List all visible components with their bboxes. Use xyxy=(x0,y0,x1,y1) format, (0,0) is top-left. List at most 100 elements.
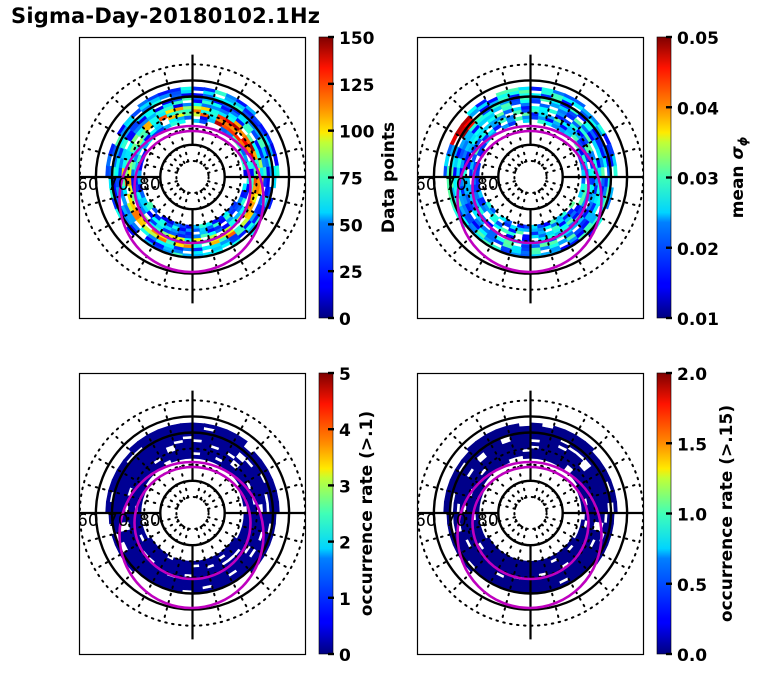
latitude-label: 80 xyxy=(477,511,499,531)
colorbar xyxy=(318,372,334,655)
axes-frame xyxy=(416,36,645,320)
colorbar-tick-label: 0.02 xyxy=(677,240,719,260)
colorbar-tick-label: 3 xyxy=(339,477,351,497)
auroral-oval-equatorward xyxy=(456,460,603,610)
colorbar-tick-label: 0 xyxy=(339,310,351,330)
heatmap-bin xyxy=(192,566,201,572)
colorbar-label: mean σϕ xyxy=(728,136,750,218)
colorbar-tick-label: 125 xyxy=(339,76,375,96)
auroral-oval-poleward xyxy=(133,129,252,245)
colorbar-tick-label: 0.01 xyxy=(677,310,719,330)
latitude-label: 60 xyxy=(415,175,437,195)
colorbar-tick-label: 0.04 xyxy=(677,99,719,119)
grid-dotted-circle xyxy=(513,159,548,195)
colorbar-tick-label: 0.5 xyxy=(677,576,707,596)
colorbar-label-text: mean xyxy=(728,160,748,219)
heatmap-bin xyxy=(530,86,543,92)
latitude-label: 60 xyxy=(415,511,437,531)
heatmap-bin xyxy=(192,86,205,92)
heatmap-bin xyxy=(613,165,618,178)
heatmap-bin xyxy=(273,154,280,167)
latitude-label: 80 xyxy=(139,175,161,195)
axes-content: 60 70 80 xyxy=(415,54,643,304)
latitude-label: 80 xyxy=(139,511,161,531)
latitude-label: 60 xyxy=(77,511,99,531)
colorbar-tick-label: 150 xyxy=(339,29,375,49)
auroral-oval-equatorward xyxy=(456,124,603,274)
grid-dotted-circle xyxy=(175,495,210,531)
heatmap-bin xyxy=(530,441,541,447)
latitude-label: 70 xyxy=(445,511,467,531)
grid-solid-circle xyxy=(497,143,564,211)
colorbar-tick-label: 1 xyxy=(339,590,351,610)
heatmap-bin xyxy=(184,454,193,460)
heatmap-bin xyxy=(568,200,576,209)
latitude-label: 70 xyxy=(107,511,129,531)
axes-content: 60 70 80 xyxy=(415,390,643,640)
heatmap-bin xyxy=(522,454,531,460)
heatmap-bin xyxy=(214,89,228,98)
heatmap-bin xyxy=(530,435,541,440)
colorbar-tick-label: 0.03 xyxy=(677,170,719,190)
latitude-label: 60 xyxy=(77,175,99,195)
colorbar-label-sigma: σ xyxy=(728,146,748,160)
heatmap-bin xyxy=(203,423,217,430)
grid-solid-circle xyxy=(159,479,226,547)
heatmap-bin xyxy=(120,194,128,206)
heatmap-bin xyxy=(105,154,112,167)
panel-mean-sigma-phi: 60 70 80 0.01 0.02 0.03 0.04 0.05 mean σϕ xyxy=(415,29,750,330)
heatmap-bin xyxy=(530,454,539,460)
heatmap-bin xyxy=(184,115,193,120)
colorbar-tick-label: 2 xyxy=(339,534,351,554)
heatmap-bin xyxy=(192,234,201,239)
grid-dotted-circle xyxy=(513,495,548,531)
heatmap-bin xyxy=(262,502,267,514)
axes-content: 60 70 80 xyxy=(77,54,305,304)
auroral-oval-poleward xyxy=(471,129,590,245)
colorbar-tick-label: 2.0 xyxy=(677,365,707,385)
heatmap-bin xyxy=(201,245,213,251)
heatmap-bins xyxy=(105,422,280,594)
colorbar-tick-label: 0.05 xyxy=(677,29,719,49)
auroral-oval-poleward xyxy=(471,465,590,581)
heatmap-bin xyxy=(105,490,112,503)
latitude-label: 70 xyxy=(445,175,467,195)
colorbar-tick-label: 4 xyxy=(339,421,351,441)
colorbar-label: occurrence rate (>.1) xyxy=(357,411,377,616)
heatmap-bin xyxy=(530,99,541,104)
colorbar-label: occurrence rate (>.15) xyxy=(717,405,737,622)
heatmap-bin xyxy=(530,115,539,120)
heatmap-bin xyxy=(522,118,531,124)
latitude-label: 80 xyxy=(477,175,499,195)
heatmap-bin xyxy=(514,115,524,122)
latitude-label: 70 xyxy=(107,175,129,195)
grid-dotted-circle xyxy=(175,159,210,195)
colorbar-tick-label: 100 xyxy=(339,123,375,143)
panel-occurrence-rate-0p15: 60 70 80 0.0 0.5 1.0 1.5 2.0 occurrence rate (>.… xyxy=(415,365,737,666)
colorbar-label-subscript: ϕ xyxy=(736,136,750,146)
axes-frame xyxy=(416,372,645,656)
axes-frame xyxy=(78,372,307,656)
heatmap-bin xyxy=(192,118,201,124)
colorbar-tick-label: 0.0 xyxy=(677,646,707,666)
colorbar-tick-label: 25 xyxy=(339,263,363,283)
colorbar-tick-label: 1.5 xyxy=(677,435,707,455)
grid-solid-circle xyxy=(497,479,564,547)
heatmap-bin xyxy=(443,154,450,167)
figure-title: Sigma-Day-20180102.1Hz xyxy=(11,4,321,28)
colorbar-tick-label: 5 xyxy=(339,365,351,385)
auroral-oval-poleward xyxy=(133,465,252,581)
axes-frame xyxy=(78,36,307,320)
heatmap-bin xyxy=(192,454,201,460)
panel-data-points: 60 70 80 0 25 50 75 100 125 150 Data points xyxy=(77,29,399,330)
panel-occurrence-rate-0p1: 60 70 80 0 1 2 3 4 5 occurrence rate (>.1) xyxy=(77,365,377,666)
heatmap-bin xyxy=(192,435,203,440)
auroral-oval-equatorward xyxy=(118,124,265,274)
colorbar-tick-label: 1.0 xyxy=(677,506,707,526)
heatmap-bin xyxy=(522,234,531,239)
colorbar-tick-label: 0 xyxy=(339,646,351,666)
colorbar-tick-label: 75 xyxy=(339,170,363,190)
colorbar-label: Data points xyxy=(379,122,399,233)
heatmap-bin xyxy=(557,237,568,246)
